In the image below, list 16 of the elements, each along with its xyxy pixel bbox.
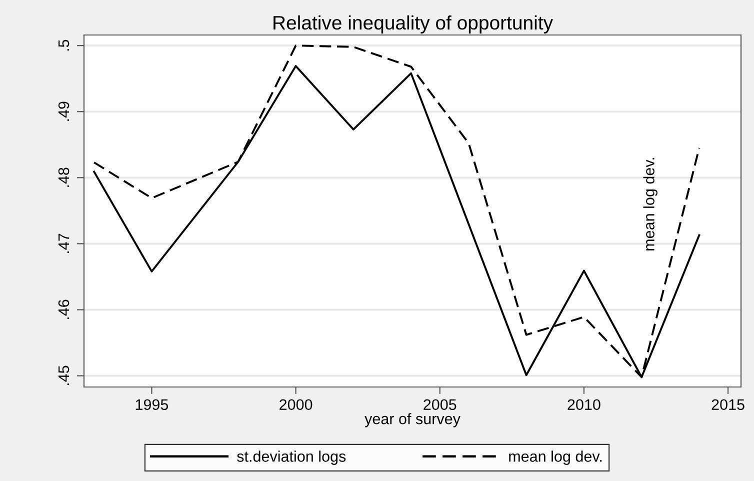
y-tick-label: .46 — [58, 300, 70, 319]
y-tick-label: .49 — [58, 102, 70, 121]
x-tick-label: 2005 — [424, 399, 456, 410]
legend-label: st.deviation logs — [237, 450, 346, 465]
legend-label: mean log dev. — [509, 450, 602, 465]
y-tick-label: .45 — [58, 366, 70, 385]
x-tick-label: 2015 — [712, 399, 744, 410]
x-tick-label: 1995 — [136, 399, 168, 410]
y-tick-label: .47 — [58, 234, 70, 253]
y-tick-label: .48 — [58, 168, 70, 187]
x-tick-label: 2000 — [280, 399, 312, 410]
y-tick-label: .5 — [58, 40, 70, 51]
x-tick-label: 2010 — [568, 399, 600, 410]
chart-title: Relative inequality of opportunity — [274, 15, 553, 34]
annotation: mean log dev. — [643, 158, 658, 250]
x-axis-title: year of survey — [364, 413, 460, 428]
